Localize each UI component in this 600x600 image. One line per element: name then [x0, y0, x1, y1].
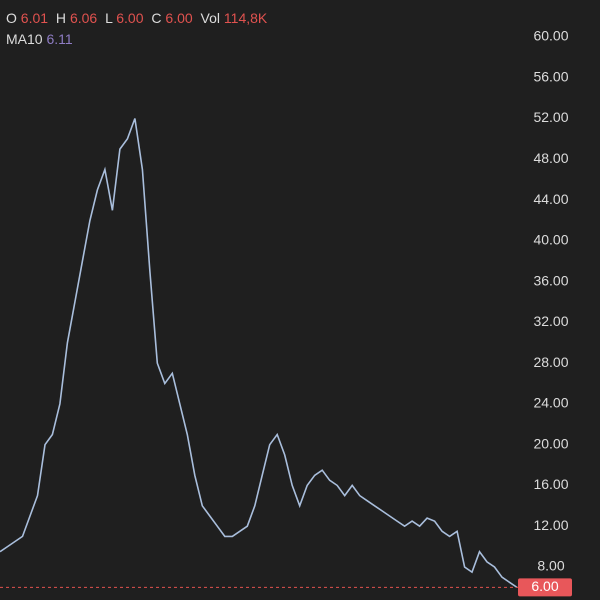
ohlc-value: 6.00	[165, 10, 193, 26]
ohlc-value: 6.06	[69, 10, 98, 26]
y-tick-label: 32.00	[533, 313, 568, 329]
y-tick-label: 52.00	[533, 109, 568, 125]
y-tick-label: 28.00	[533, 354, 568, 370]
y-tick-label: 60.00	[533, 28, 568, 44]
ohlc-value: 6.00	[116, 10, 144, 26]
y-tick-label: 8.00	[537, 558, 564, 574]
ohlc-value: 6.01	[20, 10, 49, 26]
ma-value: 6.11	[46, 31, 73, 47]
y-tick-label: 24.00	[533, 395, 568, 411]
ma-name: MA10	[6, 31, 43, 47]
y-tick-label: 16.00	[533, 476, 568, 492]
ohlc-name: L	[105, 10, 113, 26]
y-tick-label: 20.00	[533, 435, 568, 451]
y-tick-label: 12.00	[533, 517, 568, 533]
ohlc-name: H	[55, 10, 67, 26]
last-price-label: 6.00	[531, 578, 558, 594]
y-tick-label: 40.00	[533, 232, 568, 248]
ohlc-name: C	[151, 10, 162, 26]
volume-value: 114,8K	[223, 10, 268, 26]
ohlc-name: O	[6, 10, 17, 26]
ma-legend: MA10 6.11	[6, 31, 73, 47]
y-tick-label: 36.00	[533, 272, 568, 288]
last-price-box	[518, 578, 572, 597]
y-tick-label: 56.00	[533, 68, 568, 84]
y-tick-label: 44.00	[533, 191, 568, 207]
y-tick-label: 48.00	[533, 150, 568, 166]
ohlc-legend: O 6.01 H 6.06 L 6.00 C 6.00 Vol 114,8K	[6, 10, 271, 26]
volume-name: Vol	[200, 10, 221, 26]
price-line	[0, 118, 518, 589]
